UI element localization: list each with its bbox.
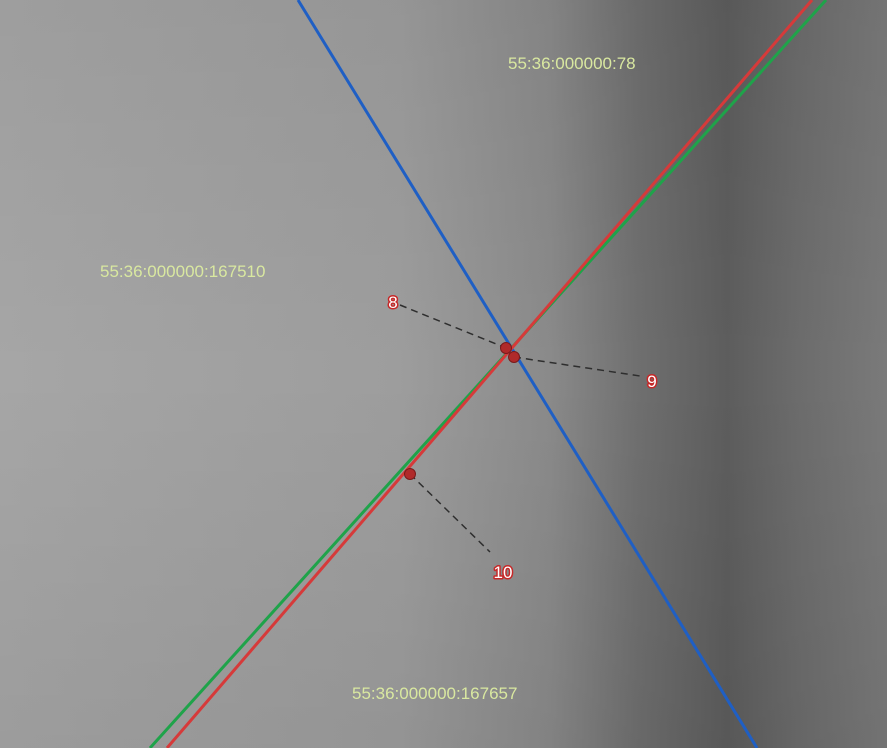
parcel-boundary-red[interactable] [165, 0, 814, 748]
point-marker-10[interactable] [404, 468, 416, 480]
parcel-label-west: 55:36:000000:167510 [100, 262, 265, 281]
parcel-labels: 55:36:000000:78 55:36:000000:167510 55:3… [100, 54, 636, 703]
parcel-boundary-blue[interactable] [296, 0, 759, 748]
parcel-label-south: 55:36:000000:167657 [352, 684, 517, 703]
point-label-9: 9 [647, 372, 656, 391]
point-label-8: 8 [388, 293, 397, 312]
point-marker-9[interactable] [508, 351, 520, 363]
point-label-10: 10 [494, 563, 513, 582]
leader-line-10 [409, 473, 491, 553]
leader-line-9 [513, 356, 641, 377]
point-marker-8[interactable] [500, 342, 512, 354]
parcel-label-north: 55:36:000000:78 [508, 54, 636, 73]
